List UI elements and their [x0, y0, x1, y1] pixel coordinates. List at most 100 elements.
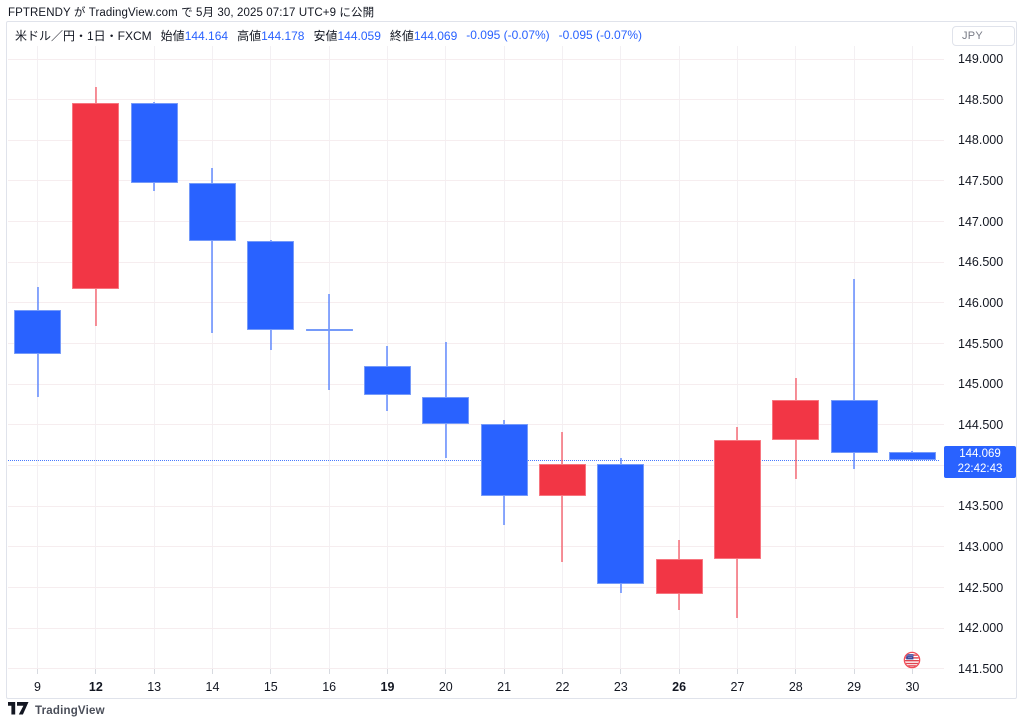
horizontal-gridline — [8, 221, 939, 223]
candle[interactable] — [130, 102, 178, 183]
countdown-timer: 22:42:43 — [957, 463, 1003, 476]
candle[interactable] — [72, 102, 120, 290]
time-tick — [795, 669, 797, 674]
price-axis-label: 144.500 — [958, 417, 1004, 432]
candle[interactable] — [713, 439, 761, 560]
price-axis-label: 146.500 — [958, 255, 1004, 270]
candle[interactable] — [772, 399, 820, 440]
time-tick — [561, 669, 563, 674]
time-tick — [736, 669, 738, 674]
price-tick — [939, 424, 944, 426]
candle[interactable] — [422, 396, 470, 425]
attribution-bar: FPTRENDY が TradingView.com で 5月 30, 2025… — [8, 4, 374, 20]
candle-wick — [211, 167, 214, 334]
time-tick — [445, 669, 447, 674]
horizontal-gridline — [8, 58, 939, 60]
candle[interactable] — [14, 310, 61, 355]
candle[interactable] — [655, 559, 703, 595]
time-tick — [853, 669, 855, 674]
price-axis-label: 149.000 — [958, 52, 1004, 66]
horizontal-gridline — [8, 627, 939, 629]
price-tick — [939, 139, 944, 141]
horizontal-gridline — [8, 668, 939, 670]
candle[interactable] — [538, 464, 586, 496]
date-label: 21 — [497, 680, 512, 694]
legend-low: 安値144.059 — [313, 28, 381, 43]
price-tick — [939, 505, 944, 507]
price-axis-label: 143.500 — [958, 499, 1004, 514]
time-axis[interactable]: 9 12 13 14 15 16 19 20 21 22 23 26 27 28 29 30 — [7, 669, 939, 699]
vertical-gridline — [561, 46, 563, 669]
candle[interactable] — [830, 399, 878, 453]
date-label: 29 — [847, 680, 862, 694]
price-tick — [939, 221, 944, 223]
vertical-gridline — [503, 46, 505, 669]
legend-change-abs: -0.095 (-0.07%) — [466, 28, 550, 42]
us-flag-marker[interactable] — [903, 651, 921, 669]
vertical-gridline — [678, 46, 680, 669]
vertical-gridline — [153, 46, 155, 669]
date-label: 15 — [263, 680, 278, 694]
chart-plot-area[interactable] — [7, 22, 939, 678]
price-axis-label: 147.500 — [958, 173, 1004, 188]
last-price-line — [8, 459, 939, 461]
horizontal-gridline — [8, 139, 939, 141]
vertical-gridline — [620, 46, 622, 669]
date-label: 16 — [322, 680, 337, 694]
vertical-gridline — [736, 46, 738, 669]
horizontal-gridline — [8, 302, 939, 304]
price-axis-label: 145.500 — [958, 336, 1004, 351]
date-label: 9 — [34, 680, 41, 694]
price-tick — [939, 668, 944, 670]
time-tick — [620, 669, 622, 674]
legend-open: 始値144.164 — [160, 28, 229, 43]
horizontal-gridline — [8, 465, 939, 467]
candle[interactable] — [363, 365, 411, 395]
price-tick — [939, 383, 944, 385]
horizontal-gridline — [8, 383, 939, 385]
price-axis-label: 148.000 — [958, 133, 1004, 148]
time-tick — [37, 669, 38, 674]
date-label: 22 — [555, 680, 570, 694]
currency-toggle[interactable]: JPY — [952, 26, 1015, 46]
price-tick — [939, 302, 944, 304]
price-tick — [939, 99, 944, 101]
date-label: 28 — [788, 680, 803, 694]
currency-label: JPY — [962, 30, 984, 42]
horizontal-gridline — [8, 343, 939, 345]
horizontal-gridline — [8, 546, 939, 548]
last-price-value: 144.069 — [959, 448, 1001, 461]
tradingview-brand[interactable]: TradingView — [35, 705, 105, 717]
time-tick — [678, 669, 680, 674]
price-axis[interactable]: JPY 144.069 22:42:43 149.000 148.500 148.0… — [939, 22, 1018, 700]
price-axis-label: 143.000 — [958, 539, 1004, 554]
chart-widget: 米ドル／円・1日・FXCM 始値144.164 高値144.178 安値144.… — [6, 21, 1017, 699]
symbol-legend[interactable]: 米ドル／円・1日・FXCM 始値144.164 高値144.178 安値144.… — [15, 26, 642, 44]
candle[interactable] — [597, 464, 645, 584]
horizontal-gridline — [8, 180, 939, 182]
date-label: 20 — [438, 680, 453, 694]
tradingview-logo-icon[interactable] — [8, 702, 29, 720]
time-tick — [386, 669, 388, 674]
date-label: 26 — [672, 680, 687, 694]
symbol-title[interactable]: 米ドル／円・1日・FXCM — [15, 28, 152, 43]
attribution-text: FPTRENDY が TradingView.com で 5月 30, 2025… — [8, 7, 375, 19]
candle[interactable] — [480, 424, 528, 496]
us-flag-icon — [903, 651, 921, 669]
horizontal-gridline — [8, 261, 939, 263]
price-axis-label: 147.000 — [958, 214, 1004, 229]
candle[interactable] — [247, 241, 295, 330]
candle[interactable] — [188, 182, 236, 242]
price-tick — [939, 587, 944, 589]
last-price-tag: 144.069 22:42:43 — [944, 446, 1016, 479]
price-tick — [939, 343, 944, 345]
time-tick — [270, 669, 272, 674]
candle-wick — [853, 279, 856, 469]
date-label: 12 — [88, 680, 103, 694]
candle[interactable] — [305, 329, 353, 332]
candle[interactable] — [888, 452, 936, 461]
price-axis-label: 142.500 — [958, 580, 1004, 595]
date-label: 19 — [380, 680, 395, 694]
time-tick — [211, 669, 213, 674]
